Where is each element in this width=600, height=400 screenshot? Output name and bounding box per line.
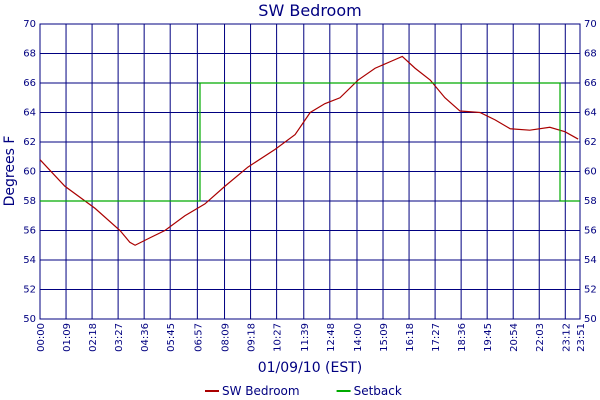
x-tick-label: 04:36 (140, 323, 151, 352)
line (39, 55, 579, 246)
y2-tick-label: 60 (584, 167, 597, 178)
line (40, 82, 580, 202)
x-tick-label: 16:18 (405, 323, 416, 352)
y-axis-label: Degrees F (2, 136, 18, 207)
chart-title: SW Bedroom (258, 1, 361, 20)
y2-tick-label: 56 (584, 226, 597, 237)
x-tick-label: 03:27 (114, 323, 125, 352)
x-tick-label: 22:03 (535, 323, 546, 352)
y-tick-label: 60 (23, 167, 36, 178)
x-tick-label: 02:18 (88, 323, 99, 352)
x-tick-label: 18:36 (457, 323, 468, 352)
y-tick-label: 64 (23, 108, 36, 119)
x-tick-label: 09:18 (247, 323, 258, 352)
y2-tick-label: 66 (584, 78, 597, 89)
y-tick-label: 54 (23, 255, 36, 266)
x-tick-label: 23:12 (561, 323, 572, 352)
y2-tick-label: 52 (584, 285, 597, 296)
y2-tick-label: 58 (584, 196, 597, 207)
x-tick-label: 06:57 (193, 323, 204, 352)
y2-tick-label: 68 (584, 49, 597, 60)
x-tick-label: 15:09 (379, 323, 390, 352)
x-tick-label: 11:39 (300, 323, 311, 352)
y2-tick-label: 50 (584, 314, 597, 325)
y-tick-label: 70 (23, 19, 36, 30)
x-tick-label: 00:00 (36, 323, 47, 352)
y-tick-label: 66 (23, 78, 36, 89)
y2-tick-label: 54 (584, 255, 597, 266)
x-tick-label: 19:45 (483, 323, 494, 352)
x-tick-label: 23:51 (576, 323, 587, 352)
legend-label: Setback (354, 384, 402, 398)
y-tick-label: 52 (23, 285, 36, 296)
y-tick-label: 62 (23, 137, 36, 148)
y-tick-label: 68 (23, 49, 36, 60)
x-tick-label: 08:09 (221, 323, 232, 352)
y2-tick-label: 70 (584, 19, 597, 30)
x-tick-label: 14:00 (353, 323, 364, 352)
y2-tick-label: 62 (584, 137, 597, 148)
y2-tick-label: 64 (584, 108, 597, 119)
y-tick-label: 58 (23, 196, 36, 207)
x-tick-label: 12:48 (326, 323, 337, 352)
x-axis-label: 01/09/10 (EST) (258, 360, 363, 376)
x-tick-label: 01:09 (62, 323, 73, 352)
x-tick-label: 05:45 (166, 323, 177, 352)
y-tick-label: 56 (23, 226, 36, 237)
x-tick-label: 20:54 (509, 323, 520, 352)
plot-frame (39, 23, 581, 320)
legend-label: SW Bedroom (222, 384, 300, 398)
x-tick-label: 17:27 (431, 323, 442, 352)
y-tick-label: 50 (23, 314, 36, 325)
x-tick-label: 10:27 (273, 323, 284, 352)
